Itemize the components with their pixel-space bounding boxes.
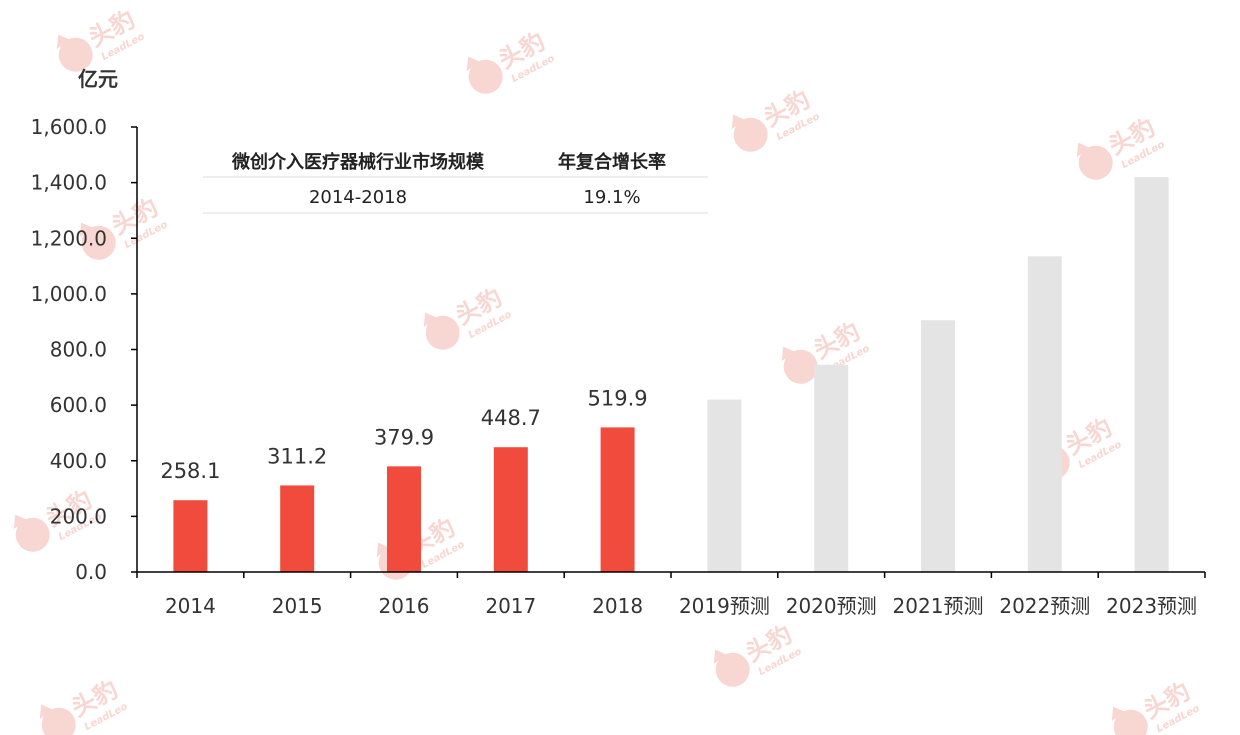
leopard-ear-icon <box>423 312 437 328</box>
leopard-head-icon <box>733 117 768 152</box>
forecast-bar <box>1134 177 1169 572</box>
leopard-head-icon <box>1113 709 1148 735</box>
forecast-bar <box>1027 256 1062 572</box>
actual-bar <box>387 466 421 572</box>
x-tick-label: 2019预测 <box>679 594 770 618</box>
leopard-head-icon <box>1078 145 1113 180</box>
actual-bar <box>173 500 208 572</box>
data-label: 379.9 <box>374 425 434 449</box>
cagr-rate-value: 19.1% <box>583 187 640 208</box>
x-tick-label: 2018 <box>592 594 643 618</box>
leopard-head-icon <box>81 225 116 260</box>
leopard-head-icon <box>425 315 460 350</box>
forecast-bar <box>707 399 742 572</box>
y-tick-label: 600.0 <box>50 393 107 417</box>
leopard-ear-icon <box>79 222 93 238</box>
data-label: 258.1 <box>160 459 220 483</box>
x-tick-label: 2014 <box>165 594 216 618</box>
y-tick-label: 1,400.0 <box>31 171 107 195</box>
x-tick-label: 2016 <box>379 594 430 618</box>
y-axis-unit-label: 亿元 <box>78 67 118 91</box>
data-label: 519.9 <box>588 386 648 410</box>
y-tick-label: 200.0 <box>50 504 107 528</box>
x-tick-label: 2021预测 <box>893 594 984 618</box>
x-tick-label: 2017 <box>485 594 536 618</box>
data-label: 448.7 <box>481 406 541 430</box>
leopard-head-icon <box>783 349 818 384</box>
y-tick-label: 1,600.0 <box>31 115 107 139</box>
x-tick-label: 2022预测 <box>999 594 1090 618</box>
leopard-ear-icon <box>13 514 27 530</box>
cagr-period: 2014-2018 <box>309 187 407 208</box>
cagr-header-market: 微创介入医疗器械行业市场规模 <box>231 151 485 173</box>
leopard-ear-icon <box>781 346 795 362</box>
actual-bar <box>493 447 528 572</box>
y-tick-label: 1,200.0 <box>31 226 107 250</box>
cagr-header-rate: 年复合增长率 <box>558 151 666 173</box>
actual-bar <box>280 485 315 572</box>
data-label: 311.2 <box>267 444 327 468</box>
x-tick-label: 2020预测 <box>786 594 877 618</box>
cagr-table: 微创介入医疗器械行业市场规模 年复合增长率 2014-2018 19.1% <box>203 151 708 214</box>
actual-bar <box>600 427 635 572</box>
plot-area: 0.0 200.0 400.0 600.0 800.0 1,000.0 1,200.0 1,4… <box>31 115 1206 618</box>
forecast-bar <box>921 320 955 572</box>
y-tick-label: 400.0 <box>50 449 107 473</box>
x-tick-label: 2015 <box>272 594 323 618</box>
leopard-head-icon <box>468 59 503 94</box>
leopard-ear-icon <box>1076 142 1090 158</box>
leopard-head-icon <box>41 707 76 735</box>
leopard-ear-icon <box>713 649 727 665</box>
leopard-ear-icon <box>376 542 390 558</box>
leopard-head-icon <box>715 652 750 687</box>
leopard-ear-icon <box>39 704 53 720</box>
leopard-head-icon <box>15 517 50 552</box>
y-tick-label: 800.0 <box>50 338 107 362</box>
forecast-bar <box>814 364 849 572</box>
x-tick-label: 2023预测 <box>1106 594 1197 618</box>
leopard-ear-icon <box>731 114 745 130</box>
y-tick-label: 0.0 <box>75 560 107 584</box>
leopard-ear-icon <box>466 56 480 72</box>
leopard-ear-icon <box>56 34 70 50</box>
y-tick-label: 1,000.0 <box>31 282 107 306</box>
leopard-ear-icon <box>1111 706 1125 722</box>
leopard-head-icon <box>58 37 93 72</box>
